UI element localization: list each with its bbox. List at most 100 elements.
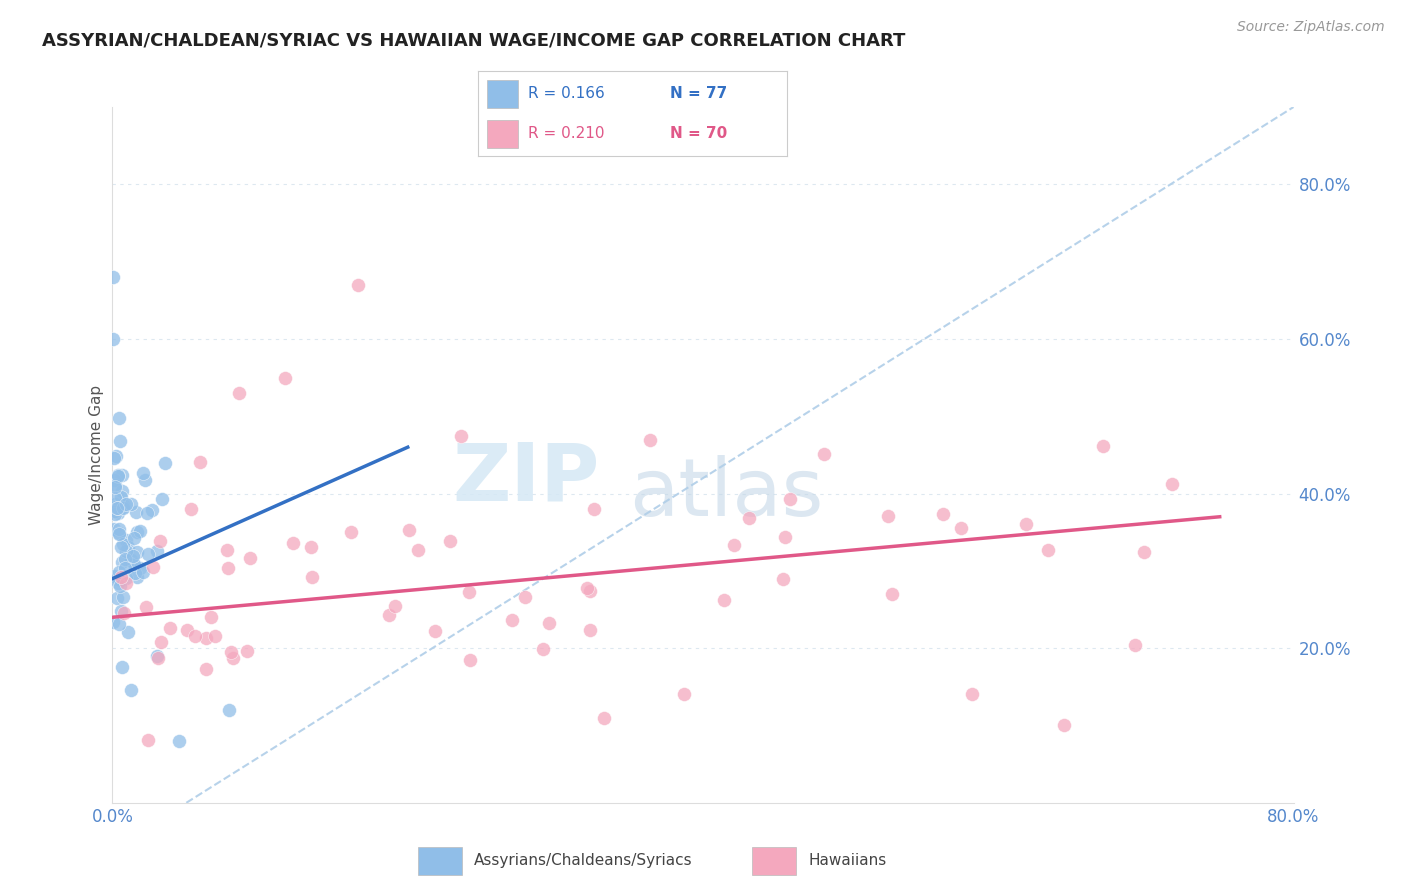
Text: Assyrians/Chaldeans/Syriacs: Assyrians/Chaldeans/Syriacs — [474, 854, 693, 868]
Point — [111, 467, 134, 482]
Point — [215, 542, 238, 557]
Point — [108, 566, 131, 580]
FancyBboxPatch shape — [488, 80, 519, 108]
Point — [218, 703, 240, 717]
Point — [107, 468, 129, 483]
Point — [180, 501, 202, 516]
Point — [104, 497, 127, 511]
Point — [104, 449, 127, 463]
Point — [457, 585, 479, 599]
Point — [103, 473, 125, 487]
Point — [239, 551, 262, 566]
Point — [406, 543, 429, 558]
Point — [136, 506, 159, 520]
Point — [775, 530, 797, 544]
Point — [128, 524, 150, 538]
Point — [1092, 438, 1115, 452]
Point — [148, 651, 170, 665]
Point — [146, 649, 169, 664]
Point — [111, 660, 134, 674]
Point — [110, 541, 132, 555]
Point — [537, 615, 560, 630]
Point — [129, 560, 152, 574]
Point — [142, 559, 165, 574]
Point — [108, 522, 131, 536]
Point — [110, 490, 132, 504]
Point — [104, 507, 127, 521]
Point — [103, 500, 125, 514]
Point — [107, 506, 129, 520]
Y-axis label: Wage/Income Gap: Wage/Income Gap — [89, 384, 104, 525]
Point — [299, 541, 322, 555]
Point — [347, 277, 370, 292]
Point — [593, 711, 616, 725]
Point — [301, 570, 323, 584]
Point — [194, 662, 217, 676]
Point — [153, 457, 176, 471]
Point — [111, 500, 134, 514]
Point — [132, 466, 155, 480]
Point — [124, 531, 146, 545]
Point — [136, 733, 159, 747]
Point — [103, 451, 125, 466]
Point — [200, 610, 222, 624]
Point — [107, 575, 129, 590]
Point — [105, 591, 128, 605]
Point — [112, 500, 135, 515]
Point — [1160, 476, 1182, 491]
Point — [115, 497, 138, 511]
Point — [713, 593, 735, 607]
Point — [194, 631, 217, 645]
Point — [274, 370, 297, 384]
Text: atlas: atlas — [630, 455, 824, 533]
Point — [115, 544, 138, 558]
Point — [111, 590, 134, 604]
Point — [108, 572, 131, 586]
Point — [120, 498, 142, 512]
Point — [217, 561, 239, 575]
Point — [204, 629, 226, 643]
Point — [531, 642, 554, 657]
Point — [579, 624, 602, 638]
Point — [1133, 545, 1156, 559]
Point — [772, 572, 794, 586]
Point — [104, 504, 127, 518]
Point — [673, 687, 696, 701]
Point — [117, 625, 139, 640]
Point — [145, 544, 167, 558]
Point — [159, 621, 181, 635]
Point — [114, 561, 136, 575]
Point — [877, 509, 900, 524]
Point — [104, 480, 127, 494]
Point — [103, 270, 125, 285]
Point — [228, 386, 250, 401]
Point — [949, 521, 972, 535]
Point — [108, 526, 131, 541]
Point — [150, 491, 173, 506]
Point — [281, 535, 304, 549]
Point — [122, 558, 145, 572]
Point — [150, 634, 173, 648]
Point — [120, 683, 142, 698]
FancyBboxPatch shape — [488, 120, 519, 147]
Point — [117, 540, 139, 554]
Point — [148, 534, 170, 549]
Point — [120, 552, 142, 566]
Point — [114, 551, 136, 566]
Point — [125, 524, 148, 539]
Point — [136, 547, 159, 561]
Point — [188, 454, 211, 468]
Text: N = 77: N = 77 — [669, 86, 727, 101]
Point — [169, 734, 191, 748]
Point — [1123, 638, 1146, 652]
Point — [110, 555, 132, 569]
Point — [110, 570, 132, 584]
Point — [122, 549, 145, 563]
Point — [103, 332, 125, 346]
Point — [127, 545, 149, 559]
Point — [460, 653, 482, 667]
Point — [236, 644, 259, 658]
Point — [377, 608, 399, 623]
FancyBboxPatch shape — [419, 847, 461, 875]
Point — [104, 491, 127, 506]
